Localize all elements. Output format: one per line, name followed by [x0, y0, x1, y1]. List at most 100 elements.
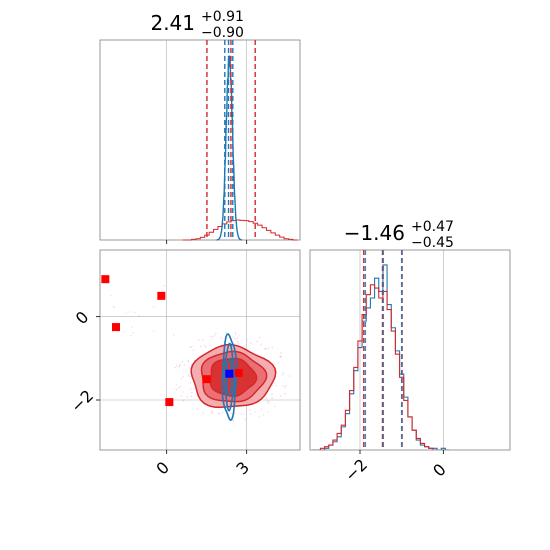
sample-dot — [211, 409, 213, 412]
param2-minus: −0.45 — [411, 235, 454, 251]
sample-dot — [274, 382, 276, 384]
sample-dot — [175, 389, 178, 391]
sample-dot — [187, 361, 190, 363]
sample-dot — [233, 413, 236, 415]
sample-dot — [271, 397, 273, 399]
sample-dot — [153, 330, 155, 333]
sample-dot — [237, 340, 239, 342]
sample-dot — [238, 335, 240, 337]
x-tick-label: 0 — [152, 458, 173, 479]
panel-frame — [309, 249, 511, 451]
sample-dot — [193, 388, 195, 390]
panel-param1-histogram: 2.41 +0.91 −0.90 — [99, 9, 301, 244]
sample-dot — [268, 400, 270, 402]
sample-dot — [254, 411, 256, 413]
sample-dot — [264, 348, 266, 350]
blue-marker — [225, 369, 234, 378]
sample-dot — [234, 337, 236, 340]
sample-dot — [232, 420, 235, 422]
y-tick-label: −2 — [67, 386, 97, 416]
sample-dot — [182, 391, 184, 393]
sample-dot — [277, 361, 280, 364]
sample-dot — [191, 346, 193, 348]
red-marker — [101, 275, 110, 284]
sample-dot — [182, 375, 184, 378]
sample-dot — [210, 411, 213, 413]
red-histogram-param1 — [182, 219, 298, 241]
param2-title: −1.46 — [344, 221, 405, 245]
sample-dot — [211, 338, 213, 340]
sample-dot — [112, 331, 114, 333]
sample-dot — [212, 335, 214, 338]
param2-plus: +0.47 — [411, 219, 454, 235]
sample-dot — [260, 408, 262, 410]
sample-dot — [123, 331, 125, 333]
sample-dot — [202, 412, 204, 414]
sample-dot — [279, 395, 282, 397]
sample-dot — [187, 374, 190, 376]
red-marker — [112, 323, 120, 332]
sample-dot — [260, 343, 262, 345]
sample-dot — [271, 393, 273, 395]
sample-dot — [282, 385, 284, 387]
red-marker — [157, 291, 166, 300]
sample-dot — [279, 356, 282, 358]
sample-dot — [262, 414, 265, 416]
sample-dot — [189, 346, 191, 348]
sample-dot — [190, 388, 192, 390]
sample-dot — [187, 359, 189, 362]
sample-dot — [271, 346, 273, 349]
sample-dot — [192, 349, 195, 351]
sample-dot — [280, 352, 282, 354]
sample-dot — [210, 335, 212, 338]
sample-dot — [178, 365, 181, 368]
sample-dot — [186, 396, 189, 398]
sample-dot — [230, 412, 232, 415]
sample-dot — [189, 367, 191, 369]
sample-dot — [203, 344, 206, 347]
red-marker — [165, 398, 174, 407]
sample-dot — [179, 363, 182, 365]
sample-dot — [173, 334, 175, 336]
sample-dot — [200, 345, 202, 348]
sample-dot — [175, 364, 178, 367]
sample-dot — [198, 339, 200, 341]
sample-dot — [129, 334, 132, 337]
sample-dot — [153, 306, 155, 308]
sample-dot — [180, 394, 183, 397]
red-marker — [234, 368, 243, 377]
sample-dot — [243, 413, 245, 415]
sample-dot — [264, 347, 266, 349]
sample-dot — [284, 393, 286, 395]
sample-dot — [265, 348, 268, 350]
sample-dot — [132, 332, 134, 334]
sample-dot — [267, 411, 269, 413]
param1-plus: +0.91 — [201, 9, 244, 25]
sample-dot — [258, 416, 261, 418]
sample-dot — [175, 384, 177, 386]
sample-dot — [129, 311, 131, 313]
red-marker — [202, 375, 211, 384]
sample-dot — [279, 356, 281, 358]
blue-contour — [221, 333, 238, 422]
sample-dot — [250, 342, 252, 345]
blue-histogram-param1 — [216, 55, 243, 241]
sample-dot — [214, 334, 216, 336]
y-tick-label: 0 — [72, 307, 93, 328]
sample-dot — [177, 387, 179, 389]
sample-dot — [267, 347, 270, 350]
sample-dot — [189, 382, 192, 384]
sample-dot — [138, 315, 140, 317]
sample-dot — [271, 384, 274, 387]
red-histogram-param2 — [312, 284, 450, 450]
blue-contour — [223, 342, 236, 412]
sample-dot — [110, 295, 112, 297]
panel-2d-contour: 0 3 −2 0 — [67, 249, 301, 479]
x-tick-label: −2 — [341, 455, 371, 485]
sample-dot — [235, 333, 237, 336]
sample-dot — [220, 337, 222, 339]
sample-dot — [125, 312, 128, 314]
param1-minus: −0.90 — [201, 25, 244, 41]
panel-param2-histogram: −2 0 −1.46 +0.47 −0.45 — [309, 219, 511, 485]
